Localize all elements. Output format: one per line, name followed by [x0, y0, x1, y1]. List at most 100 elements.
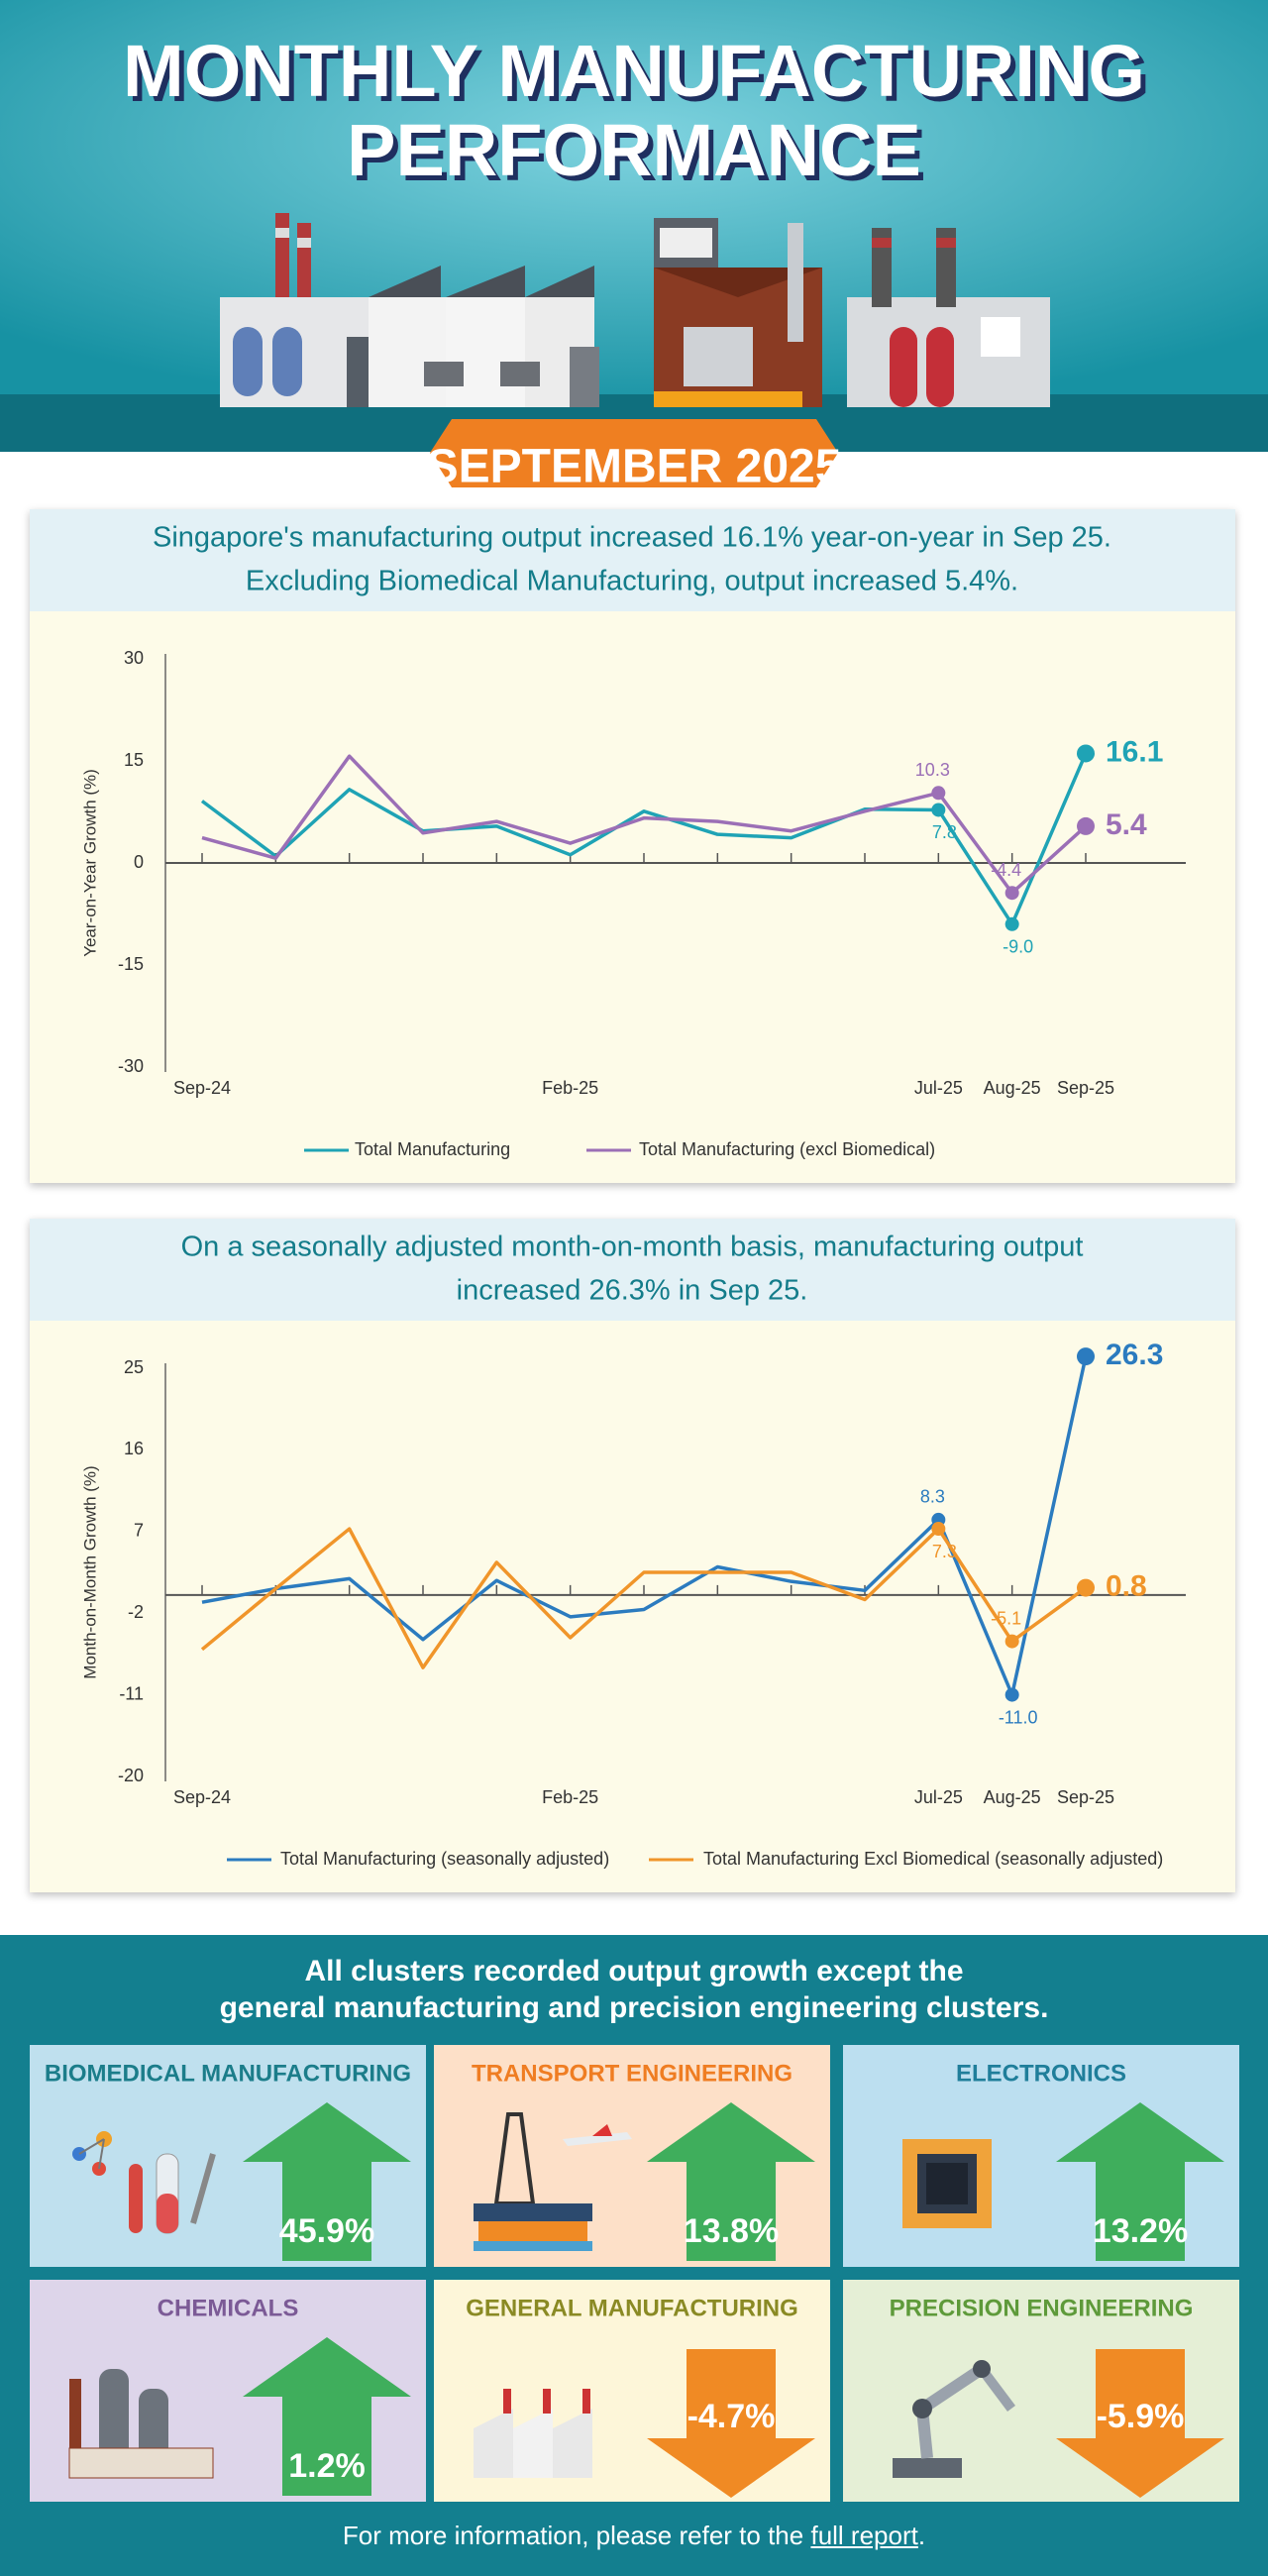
value-label: 7.8 [932, 822, 957, 842]
x-tick-label: Feb-25 [542, 1787, 598, 1807]
cluster-box: CHEMICALS 1.2% [30, 2280, 426, 2502]
point [1077, 816, 1095, 835]
icon [68, 2369, 214, 2479]
header: MONTHLY MANUFACTURING MONTHLY MANUFACTUR… [0, 0, 1268, 493]
factories [220, 213, 1050, 407]
value-label: -5.1 [991, 1608, 1021, 1628]
y-tick-label: -11 [119, 1683, 144, 1703]
point [931, 803, 946, 817]
point [1077, 744, 1095, 763]
value-label: 26.3 [1106, 1339, 1163, 1371]
point [1077, 1578, 1095, 1597]
y-tick-label: 16 [124, 1439, 144, 1458]
legend-label: Total Manufacturing [355, 1139, 510, 1159]
icon [474, 2389, 592, 2478]
cluster-value: -5.9% [1097, 2398, 1185, 2435]
cluster-name: PRECISION ENGINEERING [890, 2295, 1194, 2321]
y-tick-label: 30 [124, 648, 144, 668]
x-tick-label: Sep-24 [173, 1078, 231, 1098]
icon [902, 2139, 992, 2228]
value-label: -9.0 [1003, 937, 1033, 957]
y-axis-label: Month-on-Month Growth (%) [80, 1465, 99, 1678]
title-shadow: PERFORMANCE [352, 114, 926, 196]
chart: Singapore's manufacturing output increas… [30, 509, 1235, 1159]
badge-text: SEPTEMBER 2025 [427, 441, 842, 493]
legend-label: Total Manufacturing (excl Biomedical) [639, 1139, 935, 1159]
cluster: CHEMICALS 1.2% [68, 2295, 411, 2496]
icon [893, 2360, 1015, 2478]
arrow-up [243, 2102, 411, 2261]
arrow-up [647, 2102, 815, 2261]
point [1004, 886, 1019, 901]
cluster-name: CHEMICALS [158, 2295, 299, 2321]
y-tick-label: 25 [124, 1357, 144, 1377]
cluster-box: ELECTRONICS 13.2% [843, 2045, 1239, 2267]
legend-label: Total Manufacturing (seasonally adjusted… [280, 1849, 609, 1869]
chart-title: Excluding Biomedical Manufacturing, outp… [246, 566, 1018, 597]
cluster-name: ELECTRONICS [956, 2060, 1126, 2087]
cluster-value: -4.7% [687, 2398, 776, 2435]
clusters-heading: All clusters recorded output growth exce… [220, 1955, 1049, 2024]
footer-link[interactable]: full report [810, 2521, 918, 2550]
badge [430, 419, 838, 487]
legend-label: Total Manufacturing Excl Biomedical (sea… [703, 1849, 1163, 1869]
y-tick-label: 0 [134, 852, 144, 872]
x-tick-label: Aug-25 [984, 1787, 1041, 1807]
footer-end: . [917, 2521, 926, 2550]
point [1004, 1634, 1019, 1649]
cluster-box: BIOMEDICAL MANUFACTURING 45.9% [30, 2045, 426, 2267]
point [1004, 1687, 1019, 1702]
y-tick-label: 15 [124, 750, 144, 770]
x-tick-label: Aug-25 [984, 1078, 1041, 1098]
title-line: MONTHLY MANUFACTURING [123, 30, 1145, 112]
cluster: GENERAL MANUFACTURING -4.7% [466, 2295, 815, 2498]
arrow-down [1056, 2349, 1224, 2498]
chart-title: increased 26.3% in Sep 25. [457, 1275, 808, 1307]
x-tick-label: Sep-24 [173, 1787, 231, 1807]
cluster: ELECTRONICS 13.2% [902, 2060, 1224, 2261]
point [931, 786, 946, 801]
cluster-name: TRANSPORT ENGINEERING [472, 2060, 792, 2087]
x-tick-label: Sep-25 [1057, 1787, 1114, 1807]
x-tick-label: Feb-25 [542, 1078, 598, 1098]
y-tick-label: -30 [118, 1056, 144, 1076]
arrow-up [243, 2337, 411, 2496]
icon [474, 2112, 632, 2251]
title-band [30, 1219, 1235, 1321]
heading-line: general manufacturing and precision engi… [220, 1991, 1049, 2024]
x-tick-label: Sep-25 [1057, 1078, 1114, 1098]
arrow-down [647, 2349, 815, 2498]
y-tick-label: -15 [118, 954, 144, 974]
cluster-name: GENERAL MANUFACTURING [466, 2295, 798, 2321]
cluster-value: 13.8% [684, 2212, 779, 2250]
point [1077, 1347, 1095, 1366]
cluster-box: GENERAL MANUFACTURING -4.7% [434, 2280, 830, 2502]
title-line: PERFORMANCE [347, 109, 921, 191]
cluster: PRECISION ENGINEERING -5.9% [890, 2295, 1224, 2498]
icon [72, 2131, 216, 2234]
value-label: -4.4 [991, 860, 1021, 880]
series-line [201, 1355, 1088, 1697]
value-label: 7.3 [932, 1542, 957, 1561]
y-axis-label: Year-on-Year Growth (%) [80, 769, 99, 957]
value-label: 8.3 [920, 1487, 945, 1507]
chart-title: On a seasonally adjusted month-on-month … [181, 1232, 1084, 1263]
footer-text: For more information, please refer to th… [342, 2521, 804, 2550]
cluster-value: 1.2% [288, 2447, 366, 2485]
y-tick-label: -2 [128, 1602, 144, 1622]
value-label: 10.3 [915, 760, 950, 780]
header-title: MONTHLY MANUFACTURING MONTHLY MANUFACTUR… [123, 30, 1150, 196]
point [931, 1522, 946, 1537]
footer: For more information, please refer to th… [0, 2521, 1268, 2551]
cluster-name: BIOMEDICAL MANUFACTURING [45, 2060, 411, 2087]
y-tick-label: -20 [118, 1766, 144, 1785]
cluster: TRANSPORT ENGINEERING 13.8% [472, 2060, 815, 2261]
heading-line: All clusters recorded output growth exce… [304, 1955, 963, 1987]
chart-card: On a seasonally adjusted month-on-month … [30, 1219, 1235, 1892]
y-tick-label: 7 [134, 1521, 144, 1541]
chart: On a seasonally adjusted month-on-month … [30, 1219, 1235, 1869]
arrow-up [1056, 2102, 1224, 2261]
cluster-value: 13.2% [1093, 2212, 1188, 2250]
cluster-box: TRANSPORT ENGINEERING 13.8% [434, 2045, 830, 2267]
